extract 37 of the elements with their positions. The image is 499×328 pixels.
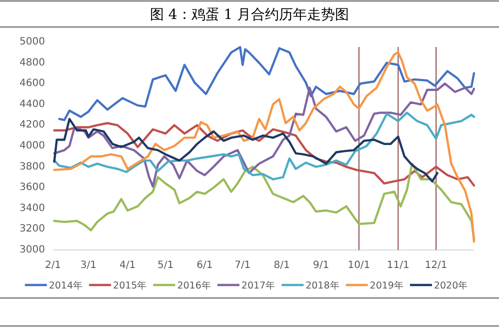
y-tick-label: 3000 <box>20 244 45 256</box>
line-series <box>58 46 476 122</box>
y-tick-label: 3200 <box>20 224 45 235</box>
chart-title: 图 4：鸡蛋 1 月合约历年走势图 <box>150 7 350 23</box>
y-tick-label: 5000 <box>20 36 45 48</box>
x-tick-label: 9/1 <box>312 260 330 271</box>
y-tick-label: 4400 <box>20 98 45 110</box>
legend-label: 2014年 <box>48 280 84 292</box>
x-tick-label: 8/1 <box>274 260 290 271</box>
line-series <box>53 122 476 187</box>
x-tick-label: 12/1 <box>424 260 448 271</box>
y-tick-label: 3400 <box>20 202 45 214</box>
line-series <box>53 162 476 240</box>
x-tick-label: 5/1 <box>157 260 174 271</box>
x-tick-label: 10/1 <box>348 260 370 271</box>
y-tick-label: 3600 <box>20 182 45 194</box>
line-series <box>53 118 438 182</box>
legend-label: 2015年 <box>113 280 148 292</box>
legend-label: 2018年 <box>306 280 340 292</box>
x-tick-label: 11/1 <box>386 260 410 271</box>
y-tick-label: 4800 <box>20 57 45 68</box>
y-tick-label: 4200 <box>20 120 45 131</box>
legend-label: 2016年 <box>177 280 212 292</box>
legend-label: 2020年 <box>434 280 468 292</box>
line-series <box>53 82 476 188</box>
line-series <box>53 51 476 243</box>
x-tick-label: 2/1 <box>44 260 62 271</box>
x-tick-label: 7/1 <box>234 260 251 271</box>
x-tick-label: 6/1 <box>196 260 213 271</box>
legend-label: 2019年 <box>370 280 404 292</box>
y-tick-label: 4600 <box>20 78 45 90</box>
y-tick-label: 4000 <box>20 140 45 152</box>
legend-label: 2017年 <box>241 280 276 292</box>
y-tick-label: 3800 <box>20 161 45 172</box>
line-series <box>53 112 476 180</box>
x-tick-label: 3/1 <box>80 260 96 271</box>
x-tick-label: 4/1 <box>120 260 136 271</box>
